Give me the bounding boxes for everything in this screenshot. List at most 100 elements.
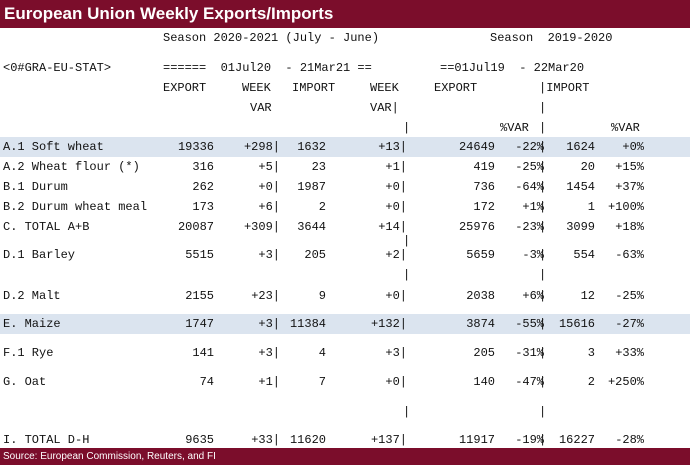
separator-pipe: |	[539, 268, 547, 282]
cell-export-prev: 205	[473, 346, 495, 360]
col-header-pct-var: %VAR	[500, 121, 529, 135]
col-header-pct-var-2: %VAR	[611, 121, 640, 135]
cell-export-prev: 11917	[458, 433, 495, 447]
cell-export: 1747	[185, 317, 214, 331]
separator-pipe: |	[403, 405, 411, 419]
page-title: European Union Weekly Exports/Imports	[0, 0, 690, 28]
col-header-var-2: VAR|	[370, 101, 399, 115]
cell-week-var-exp: +3|	[258, 317, 280, 331]
cell-import: 3644	[297, 220, 326, 234]
cell-label: C. TOTAL A+B	[3, 220, 90, 234]
cell-var-exp: -23%	[515, 220, 544, 234]
row-highlight-soft-wheat	[0, 137, 690, 157]
separator-pipe: |	[403, 121, 411, 135]
season-current-label: Season 2020-2021 (July - June)	[163, 31, 380, 45]
cell-var-exp: -19%	[515, 433, 544, 447]
cell-label: B.2 Durum wheat meal	[3, 200, 148, 214]
cell-import-prev: 3	[587, 346, 595, 360]
separator-pipe: |	[539, 180, 547, 194]
cell-export: 5515	[185, 248, 214, 262]
separator-pipe: |	[403, 234, 411, 248]
cell-var-exp: -3%	[522, 248, 544, 262]
cell-import-prev: 3099	[566, 220, 595, 234]
cell-export: 19336	[177, 140, 214, 154]
separator-pipe: |	[539, 317, 547, 331]
cell-week-var-imp: +2|	[385, 248, 407, 262]
cell-week-var-exp: +23|	[251, 289, 280, 303]
separator-pipe: |	[539, 248, 547, 262]
cell-week-var-imp: +13|	[378, 140, 407, 154]
cell-label: D.1 Barley	[3, 248, 76, 262]
row-highlight-maize	[0, 314, 690, 334]
cell-export-prev: 3874	[466, 317, 495, 331]
cell-week-var-imp: +137|	[370, 433, 407, 447]
cell-import-prev: 1624	[566, 140, 595, 154]
cell-import-prev: 15616	[558, 317, 595, 331]
range-current: ====== 01Jul20 - 21Mar21 ==	[163, 61, 372, 75]
cell-var-imp: +18%	[615, 220, 644, 234]
cell-var-imp: -25%	[615, 289, 644, 303]
cell-var-exp: -22%	[515, 140, 544, 154]
cell-import: 23	[311, 160, 326, 174]
cell-export: 262	[192, 180, 214, 194]
cell-export: 9635	[185, 433, 214, 447]
ric-code: <0#GRA-EU-STAT>	[3, 61, 112, 75]
cell-export: 2155	[185, 289, 214, 303]
cell-var-imp: +100%	[607, 200, 644, 214]
cell-export-prev: 2038	[466, 289, 495, 303]
cell-week-var-imp: +0|	[385, 200, 407, 214]
separator-pipe: |	[539, 405, 547, 419]
cell-export: 173	[192, 200, 214, 214]
separator-pipe: |	[539, 220, 547, 234]
cell-var-imp: -63%	[615, 248, 644, 262]
cell-label: A.1 Soft wheat	[3, 140, 104, 154]
cell-week-var-exp: +0|	[258, 180, 280, 194]
cell-import: 1632	[297, 140, 326, 154]
cell-var-exp: +1%	[522, 200, 544, 214]
cell-export-prev: 5659	[466, 248, 495, 262]
cell-label: B.1 Durum	[3, 180, 68, 194]
cell-import-prev: 12	[580, 289, 595, 303]
range-prev: ==01Jul19 - 22Mar20	[440, 61, 585, 75]
cell-export-prev: 140	[473, 375, 495, 389]
cell-import: 4	[318, 346, 326, 360]
cell-label: A.2 Wheat flour (*)	[3, 160, 140, 174]
cell-export-prev: 419	[473, 160, 495, 174]
col-header-export-prev: EXPORT	[434, 81, 478, 95]
cell-week-var-imp: +1|	[385, 160, 407, 174]
cell-import: 11384	[289, 317, 326, 331]
cell-export-prev: 172	[473, 200, 495, 214]
separator-pipe: |	[539, 121, 547, 135]
cell-week-var-exp: +6|	[258, 200, 280, 214]
cell-import-prev: 554	[573, 248, 595, 262]
cell-import: 2	[318, 200, 326, 214]
cell-label: E. Maize	[3, 317, 61, 331]
cell-var-imp: +33%	[615, 346, 644, 360]
cell-week-var-exp: +309|	[243, 220, 280, 234]
cell-week-var-exp: +3|	[258, 248, 280, 262]
cell-import-prev: 1	[587, 200, 595, 214]
source-footer: Source: European Commission, Reuters, an…	[0, 448, 690, 465]
cell-var-exp: -47%	[515, 375, 544, 389]
cell-import-prev: 16227	[558, 433, 595, 447]
cell-var-imp: +250%	[607, 375, 644, 389]
cell-week-var-imp: +14|	[378, 220, 407, 234]
cell-import: 9	[318, 289, 326, 303]
cell-week-var-exp: +1|	[258, 375, 280, 389]
cell-export: 316	[192, 160, 214, 174]
cell-var-imp: -27%	[615, 317, 644, 331]
separator-pipe: |	[539, 140, 547, 154]
cell-week-var-exp: +33|	[251, 433, 280, 447]
separator-pipe: |	[403, 268, 411, 282]
col-header-week-2: WEEK	[370, 81, 399, 95]
cell-export: 141	[192, 346, 214, 360]
col-header-import: IMPORT	[292, 81, 336, 95]
cell-var-imp: +0%	[622, 140, 644, 154]
cell-week-var-imp: +132|	[370, 317, 407, 331]
cell-var-imp: +15%	[615, 160, 644, 174]
cell-label: I. TOTAL D-H	[3, 433, 90, 447]
season-prev-label: Season 2019-2020	[490, 31, 613, 45]
separator-pipe: |	[539, 160, 547, 174]
cell-import: 11620	[289, 433, 326, 447]
cell-import: 1987	[297, 180, 326, 194]
